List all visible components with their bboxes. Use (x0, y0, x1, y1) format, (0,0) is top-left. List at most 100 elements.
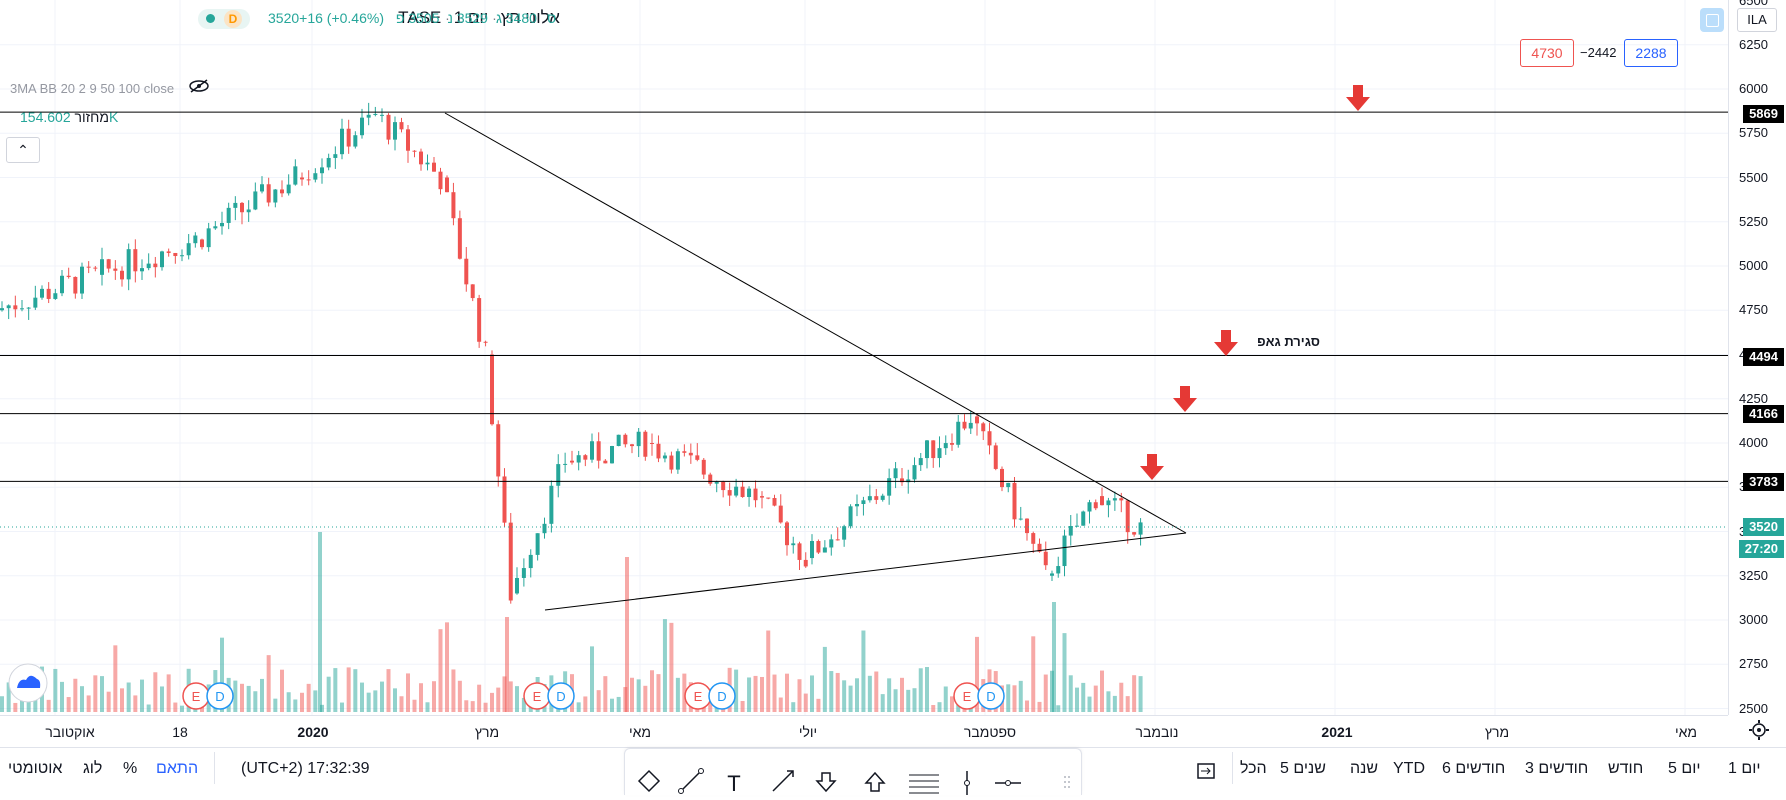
trendline-tool-icon[interactable] (678, 768, 704, 794)
candle-body (1050, 573, 1054, 576)
arrow-down-marker[interactable] (1173, 386, 1197, 412)
shapes-tool-icon[interactable] (637, 769, 661, 793)
timeframe-button[interactable]: יום 5 (1668, 760, 1701, 777)
candle-body (360, 117, 364, 136)
candle-body (40, 288, 44, 298)
candle-body (293, 166, 298, 185)
volume-bar (0, 696, 4, 712)
fib-tool-icon[interactable] (909, 774, 939, 794)
volume-legend[interactable]: מחזור 154.602K (12, 109, 118, 125)
candle-body (766, 497, 771, 499)
candle-body (46, 288, 51, 299)
percent-scale-toggle[interactable]: % (123, 760, 138, 777)
timeframe-button[interactable]: שנה (1350, 760, 1379, 777)
fit-button[interactable]: התאם (156, 760, 199, 777)
timeframe-button[interactable]: הכל (1240, 760, 1267, 777)
vertical-line-icon[interactable] (964, 771, 970, 795)
timeframe-button[interactable]: חודש (1608, 760, 1644, 777)
drag-handle-icon[interactable] (1064, 776, 1070, 788)
timeframe-button[interactable]: חודשים 3 (1525, 760, 1589, 777)
time-display[interactable]: (UTC+2) 17:32:39 (241, 760, 370, 777)
volume-bar (240, 683, 244, 712)
interval[interactable]: יום 1 (453, 8, 489, 27)
drawing-toolbar: T (624, 748, 1082, 796)
sell-price-box[interactable]: 4730 (1520, 39, 1574, 67)
tradingview-logo[interactable] (8, 663, 48, 703)
time-axis[interactable]: אוקטובר 18 2020 מרץ מאי יולי ספטמבר נובמבר 2021 מ… (0, 715, 1728, 747)
level-4166-label: 4166 (1743, 405, 1784, 423)
hide-eye-icon[interactable] (188, 79, 210, 96)
volume-bar (1018, 680, 1023, 712)
chevron-up-icon: ⌃ (17, 142, 29, 158)
volume-label: מחזור (74, 109, 109, 125)
volume-bar (1125, 696, 1130, 712)
volume-bar (505, 617, 509, 712)
dividend-event-icon[interactable]: D (206, 682, 234, 710)
dividend-event-icon[interactable]: D (547, 682, 575, 710)
candle-body (346, 128, 351, 147)
symbol-name[interactable]: אלוני חץ (500, 8, 560, 27)
horizontal-line-icon[interactable] (995, 780, 1021, 786)
volume-bar (120, 688, 124, 712)
dividend-event-icon[interactable]: D (708, 682, 736, 710)
earnings-event-icon[interactable]: E (953, 682, 981, 710)
candle-body (874, 496, 879, 500)
volume-bar (662, 619, 667, 712)
settings-gear-icon[interactable] (1748, 719, 1770, 741)
arrow-tool-icon[interactable] (772, 770, 794, 792)
earnings-event-icon[interactable]: E (684, 682, 712, 710)
dividend-event-icon[interactable]: D (977, 682, 1005, 710)
text-tool-icon[interactable]: T (727, 771, 740, 796)
log-scale-toggle[interactable]: לוג (83, 760, 103, 777)
candle-body (313, 173, 318, 180)
volume-bar (797, 679, 802, 712)
arrow-down-marker[interactable] (1346, 85, 1370, 111)
timeframe-button[interactable]: יום 1 (1728, 760, 1761, 777)
market-status[interactable]: D (198, 9, 250, 29)
volume-bar (166, 674, 171, 712)
price-axis[interactable]: 2500275030003250350037504000425045004750… (1728, 0, 1786, 716)
currency-label[interactable]: ILA (1737, 8, 1777, 32)
auto-scale-toggle[interactable]: אוטומטי (8, 760, 63, 777)
indicator-legend[interactable]: 3MA BB 20 2 9 50 100 close (10, 79, 210, 96)
timeframe-button[interactable]: YTD (1393, 760, 1425, 777)
arrow-up-icon[interactable] (864, 771, 886, 792)
volume-bar (412, 699, 417, 712)
candles (0, 102, 1143, 604)
candle-body (753, 488, 758, 501)
candle-body (636, 431, 641, 447)
ascending-trendline[interactable] (544, 532, 1187, 611)
collapse-legend-button[interactable]: ⌃ (6, 137, 40, 163)
candle-body (470, 284, 475, 299)
timeframe-button[interactable]: שנים 5 (1280, 760, 1326, 777)
earnings-event-icon[interactable]: E (182, 682, 210, 710)
object-tree-button[interactable] (1700, 8, 1724, 32)
candle-body (508, 522, 513, 601)
volume-bar (293, 699, 298, 712)
timeframe-button[interactable]: חודשים 6 (1442, 760, 1506, 777)
earnings-event-icon[interactable]: E (523, 682, 551, 710)
descending-trendline[interactable] (444, 112, 1187, 534)
compare-icon[interactable] (1196, 760, 1218, 782)
symbol-legend[interactable]: אלוני חץ · יום 1 · TASE (398, 8, 560, 27)
arrow-down-marker[interactable] (1214, 330, 1238, 356)
candle-body (975, 416, 979, 424)
volume-bar (643, 685, 648, 712)
gap-close-annotation[interactable]: סגירת גאפ (1257, 334, 1320, 349)
volume-bar (625, 557, 629, 712)
candle-body (603, 460, 608, 464)
arrow-down-marker[interactable] (1140, 454, 1164, 480)
arrow-down-icon[interactable] (815, 772, 837, 793)
volume-bar (1138, 676, 1143, 712)
volume-bar (73, 678, 78, 712)
candle-body (464, 258, 469, 285)
candle-body (373, 113, 378, 115)
volume-bar (1068, 675, 1073, 712)
candle-body (1031, 533, 1036, 544)
price-tick: 4000 (1739, 435, 1768, 450)
candle-body (86, 266, 91, 268)
buy-price-box[interactable]: 2288 (1624, 39, 1678, 67)
indicator-label[interactable]: 3MA BB 20 2 9 50 100 close (10, 81, 175, 96)
